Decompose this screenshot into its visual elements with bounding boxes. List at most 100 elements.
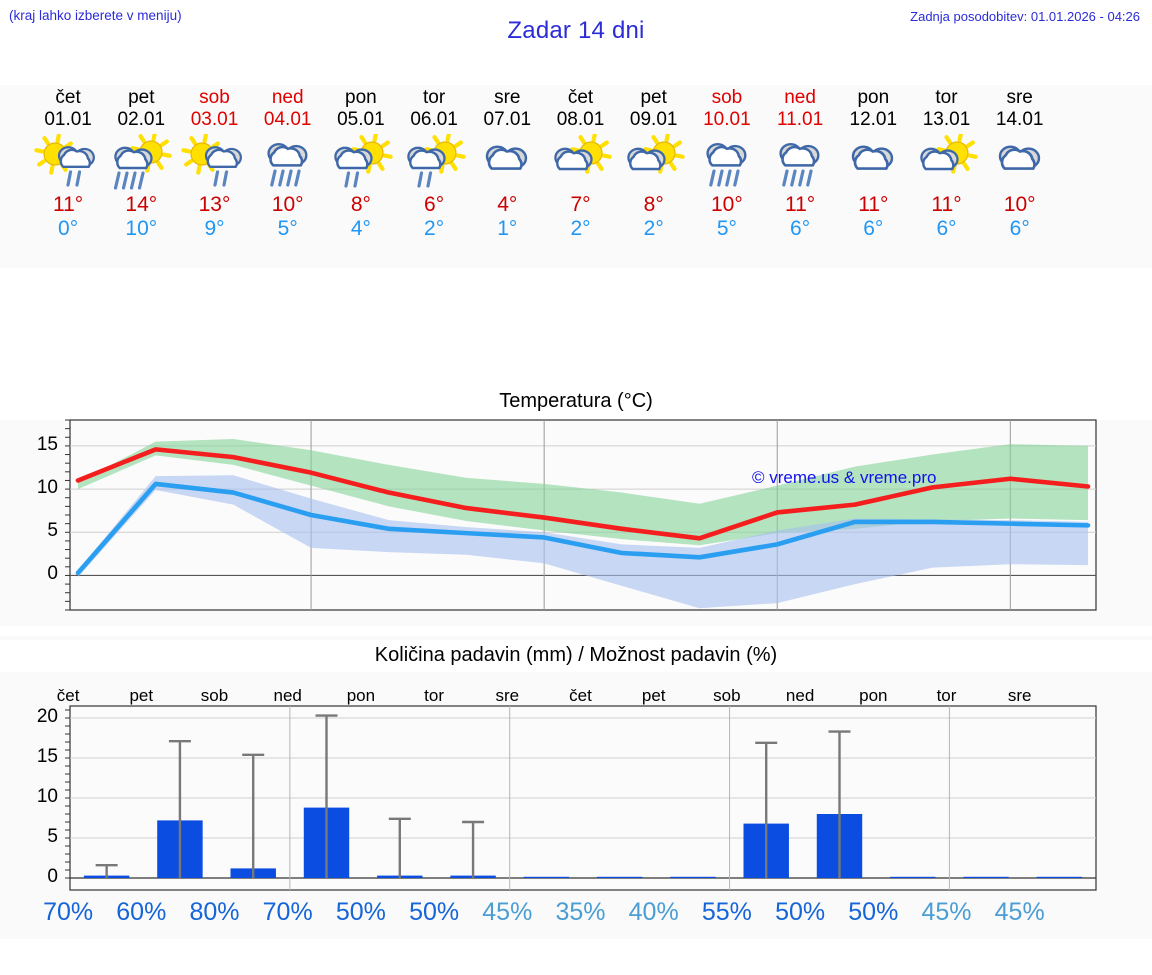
precipitation-day-label: sre bbox=[1007, 686, 1032, 705]
temperature-max: 10° bbox=[711, 193, 743, 216]
day-column[interactable]: tor 06.01 6° 2° bbox=[395, 85, 473, 268]
day-column[interactable]: pon 05.01 8° 4° bbox=[322, 85, 400, 268]
day-date: 14.01 bbox=[995, 109, 1044, 130]
precipitation-y-tick: 10 bbox=[36, 786, 58, 807]
temperature-max: 8° bbox=[643, 193, 664, 216]
precipitation-probability: 35% bbox=[555, 898, 606, 926]
day-date: 03.01 bbox=[190, 109, 239, 130]
temperature-max: 11° bbox=[931, 193, 962, 216]
precipitation-y-tick: 0 bbox=[47, 866, 58, 887]
precipitation-chart-panel: Količina padavin (mm) / Možnost padavin … bbox=[0, 636, 1152, 939]
day-column[interactable]: tor 13.01 11° 6° bbox=[908, 85, 986, 268]
precipitation-day-label: sre bbox=[495, 686, 520, 705]
temperature-max: 6° bbox=[424, 193, 445, 216]
cloud-sun-rain-icon bbox=[322, 133, 400, 193]
temperature-min: 4° bbox=[350, 217, 371, 240]
precipitation-day-label: sob bbox=[713, 686, 741, 705]
day-date: 09.01 bbox=[629, 109, 678, 130]
day-name: pon bbox=[345, 87, 377, 108]
day-column[interactable]: ned 04.01 10° 5° bbox=[249, 85, 327, 268]
day-date: 13.01 bbox=[922, 109, 971, 130]
precipitation-y-tick: 20 bbox=[36, 706, 58, 727]
temperature-max: 4° bbox=[497, 193, 518, 216]
header-bar: (kraj lahko izberete v meniju) Zadar 14 … bbox=[0, 0, 1152, 48]
temperature-min: 9° bbox=[204, 217, 225, 240]
temperature-min: 2° bbox=[570, 217, 591, 240]
precipitation-day-label: ned bbox=[785, 686, 815, 705]
day-column[interactable]: čet 01.01 11° 0° bbox=[29, 85, 107, 268]
precipitation-day-label: tor bbox=[936, 686, 957, 705]
cloud-rain-icon bbox=[761, 133, 839, 193]
precipitation-day-label: ned bbox=[273, 686, 302, 705]
precipitation-chart-title: Količina padavin (mm) / Možnost padavin … bbox=[0, 640, 1152, 672]
temperature-y-tick: 10 bbox=[36, 477, 58, 499]
temperature-max: 7° bbox=[570, 193, 591, 216]
day-date: 05.01 bbox=[337, 109, 385, 130]
cloud-sun-rain-icon bbox=[395, 133, 473, 193]
temperature-min: 2° bbox=[424, 217, 445, 240]
temperature-min: 0° bbox=[58, 217, 79, 240]
day-column[interactable]: pet 02.01 14° 10° bbox=[102, 85, 180, 268]
day-date: 12.01 bbox=[849, 109, 898, 130]
day-date: 06.01 bbox=[410, 109, 458, 130]
day-date: 08.01 bbox=[556, 109, 605, 130]
day-name: čet bbox=[55, 87, 81, 108]
precipitation-day-label: pon bbox=[346, 686, 376, 705]
day-columns: čet 01.01 11° 0° pet 02.01 14° 10° sob 03.01 13° 9°… bbox=[0, 85, 1152, 268]
temperature-min: 6° bbox=[863, 217, 884, 240]
day-name: sob bbox=[199, 87, 230, 108]
day-column[interactable]: sre 14.01 10° 6° bbox=[981, 85, 1059, 268]
day-column[interactable]: pet 09.01 8° 2° bbox=[615, 85, 693, 268]
precipitation-probability: 70% bbox=[262, 898, 313, 926]
temperature-min: 1° bbox=[497, 217, 518, 240]
day-date: 01.01 bbox=[44, 109, 92, 130]
temperature-max: 10° bbox=[271, 193, 304, 216]
precipitation-probability: 70% bbox=[43, 898, 94, 926]
day-date: 02.01 bbox=[117, 109, 166, 130]
precipitation-day-label: tor bbox=[424, 686, 445, 705]
sun-cloud-rain-icon bbox=[176, 133, 254, 193]
temperature-min: 6° bbox=[936, 217, 957, 240]
day-column[interactable]: sre 07.01 4° 1° bbox=[468, 85, 546, 268]
day-name: tor bbox=[935, 87, 958, 108]
day-name: ned bbox=[271, 87, 304, 108]
day-name: sre bbox=[494, 87, 521, 108]
precipitation-probability: 50% bbox=[775, 898, 826, 926]
precipitation-day-label: pet bbox=[641, 686, 666, 705]
location-menu-note[interactable]: (kraj lahko izberete v meniju) bbox=[9, 8, 182, 23]
cloud-rain-icon bbox=[688, 133, 766, 193]
precipitation-probability: 45% bbox=[994, 898, 1045, 926]
precipitation-probability: 50% bbox=[335, 898, 386, 926]
day-column[interactable]: sob 10.01 10° 5° bbox=[688, 85, 766, 268]
temperature-min: 2° bbox=[643, 217, 664, 240]
day-date: 11.01 bbox=[777, 109, 824, 130]
day-name: tor bbox=[423, 87, 446, 108]
precipitation-day-label: čet bbox=[56, 686, 80, 705]
precipitation-probability: 80% bbox=[189, 898, 240, 926]
cloud-sun-icon bbox=[615, 133, 693, 193]
temperature-chart-panel: Temperatura (°C) © vreme.us & vreme.pro … bbox=[0, 382, 1152, 626]
cloud-icon bbox=[981, 133, 1059, 193]
precipitation-day-label: pon bbox=[859, 686, 888, 705]
sun-cloud-rain-icon bbox=[29, 133, 107, 193]
day-column[interactable]: čet 08.01 7° 2° bbox=[542, 85, 620, 268]
temperature-y-tick: 15 bbox=[36, 433, 58, 455]
precipitation-probability: 45% bbox=[921, 898, 972, 926]
day-column[interactable]: sob 03.01 13° 9° bbox=[176, 85, 254, 268]
temperature-max: 13° bbox=[198, 193, 231, 216]
day-column[interactable]: ned 11.01 11° 6° bbox=[761, 85, 839, 268]
precipitation-probability: 50% bbox=[409, 898, 460, 926]
temperature-max: 11° bbox=[784, 193, 816, 216]
day-column[interactable]: pon 12.01 11° 6° bbox=[834, 85, 912, 268]
page-title: Zadar 14 dni bbox=[507, 17, 645, 44]
day-name: pon bbox=[857, 87, 890, 108]
precipitation-chart-svg bbox=[65, 705, 1097, 891]
temperature-y-tick: 0 bbox=[47, 563, 58, 585]
temperature-max: 14° bbox=[125, 193, 158, 216]
precipitation-probability: 50% bbox=[848, 898, 899, 926]
day-name: ned bbox=[784, 87, 816, 108]
last-updated-label: Zadnja posodobitev: 01.01.2026 - 04:26 bbox=[910, 9, 1140, 24]
precipitation-probability: 40% bbox=[628, 898, 679, 926]
temperature-max: 11° bbox=[52, 193, 84, 216]
